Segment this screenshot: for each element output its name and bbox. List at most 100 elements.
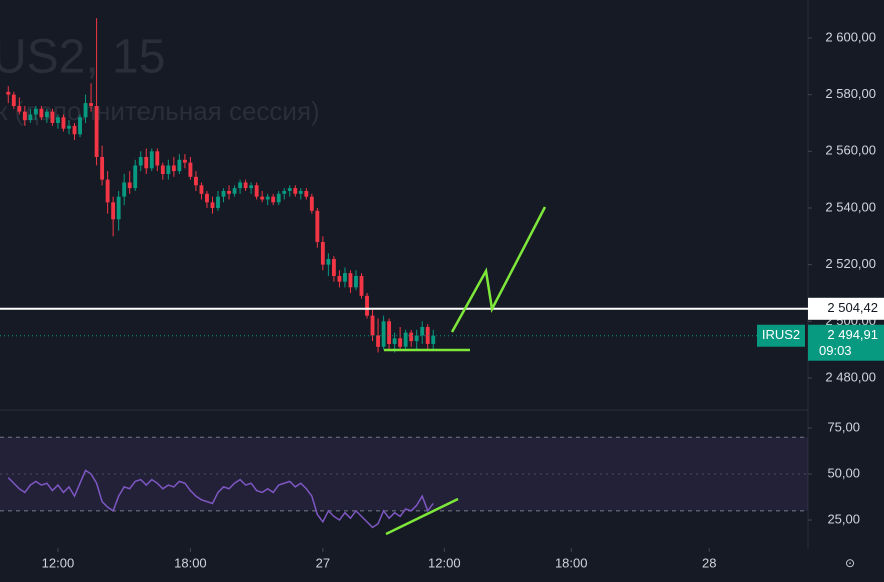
candle-body: [83, 103, 88, 118]
candle-body: [61, 117, 66, 129]
candle-body: [182, 159, 187, 163]
countdown-label: 09:03: [819, 343, 852, 358]
candle-body: [387, 321, 392, 344]
candle-body: [188, 162, 193, 177]
candle-body: [28, 114, 33, 121]
watermark-sub: к (дополнительная сессия): [0, 96, 320, 126]
candle-body: [210, 202, 215, 208]
candle-body: [89, 103, 93, 106]
candle-body: [260, 196, 265, 200]
symbol-label: IRUS2: [762, 327, 800, 342]
candle-body: [160, 165, 165, 174]
candle-body: [116, 196, 121, 220]
candle-body: [155, 151, 160, 166]
candle-body: [282, 190, 287, 194]
candle-body: [271, 196, 276, 203]
candle-body: [238, 182, 243, 189]
candle-body: [354, 275, 358, 288]
candle-body: [337, 275, 342, 282]
candle-body: [199, 185, 204, 194]
x-tick-label: 18:00: [555, 555, 588, 570]
last-price-tag: [808, 324, 884, 361]
rsi-line: [7, 469, 434, 529]
drawing-rsi-trend: [385, 497, 459, 536]
candle-body: [276, 193, 281, 203]
y-tick-label: 2 540,00: [825, 199, 876, 214]
candle-body: [94, 105, 99, 157]
y-tick-label: 2 580,00: [825, 86, 876, 101]
candle-body: [431, 335, 436, 344]
candle-body: [67, 125, 71, 129]
candle-body: [216, 196, 220, 208]
candle-body: [166, 165, 171, 174]
y-tick-label: 2 480,00: [825, 369, 876, 384]
candle-body: [72, 125, 77, 135]
last-price-label: 2 494,91: [827, 327, 878, 342]
price-line-tag: [808, 297, 884, 320]
candle-body: [370, 315, 375, 336]
candle-body: [359, 275, 364, 296]
candle-body: [309, 196, 314, 211]
candle-body: [392, 338, 397, 344]
candle-body: [171, 165, 176, 172]
x-tick-label: 28: [702, 555, 716, 570]
candle-body: [376, 335, 380, 347]
candle-body: [205, 193, 209, 203]
candle-body: [298, 190, 303, 194]
candle-body: [331, 258, 336, 276]
candle-body: [287, 188, 292, 191]
candle-body: [22, 111, 27, 121]
candle-body: [6, 91, 11, 95]
candle-body: [398, 338, 403, 347]
rsi-y-tick-label: 75,00: [827, 419, 860, 434]
candle-body: [265, 196, 270, 200]
candle-body: [348, 273, 353, 288]
candle-body: [425, 326, 430, 344]
candle-body: [50, 111, 55, 123]
candle-body: [409, 332, 414, 342]
candle-body: [254, 185, 259, 197]
symbol-tag: [757, 324, 805, 347]
rsi-y-tick-label: 50,00: [827, 465, 860, 480]
candle-body: [381, 321, 386, 347]
candle-body: [420, 326, 425, 336]
candle-body: [11, 94, 16, 106]
candle-body: [243, 182, 248, 189]
candle-body: [33, 108, 38, 115]
candle-body: [293, 188, 298, 194]
candle-body: [111, 202, 116, 220]
candle-body: [221, 190, 226, 197]
candle-body: [133, 165, 138, 189]
candle-body: [304, 190, 309, 197]
candle-body: [105, 179, 110, 203]
candle-body: [320, 241, 325, 265]
candle-body: [100, 156, 105, 180]
x-tick-label: 18:00: [174, 555, 207, 570]
candle-body: [414, 335, 419, 342]
candle-body: [127, 182, 132, 189]
drawing-zigzag: [450, 206, 547, 333]
candle-body: [249, 185, 254, 189]
settings-icon[interactable]: ⊙: [845, 556, 855, 570]
candle-body: [232, 188, 237, 194]
x-tick-label: 12:00: [428, 555, 461, 570]
candle-body: [78, 117, 82, 135]
candle-body: [144, 156, 149, 169]
candle-body: [56, 117, 60, 123]
rsi-y-tick-label: 25,00: [827, 511, 860, 526]
candle-body: [343, 273, 347, 282]
candle-body: [193, 176, 198, 186]
y-tick-label: 2 520,00: [825, 256, 876, 271]
candle-body: [17, 105, 22, 112]
candle-body: [149, 151, 154, 169]
watermark: US2, 15: [0, 31, 165, 84]
x-tick-label: 27: [316, 555, 330, 570]
price-line-label: 2 504,42: [827, 300, 878, 315]
candle-body: [138, 156, 143, 166]
candle-body: [44, 111, 49, 118]
candle-body: [39, 108, 44, 118]
candle-body: [122, 182, 127, 197]
candle-body: [315, 210, 320, 242]
